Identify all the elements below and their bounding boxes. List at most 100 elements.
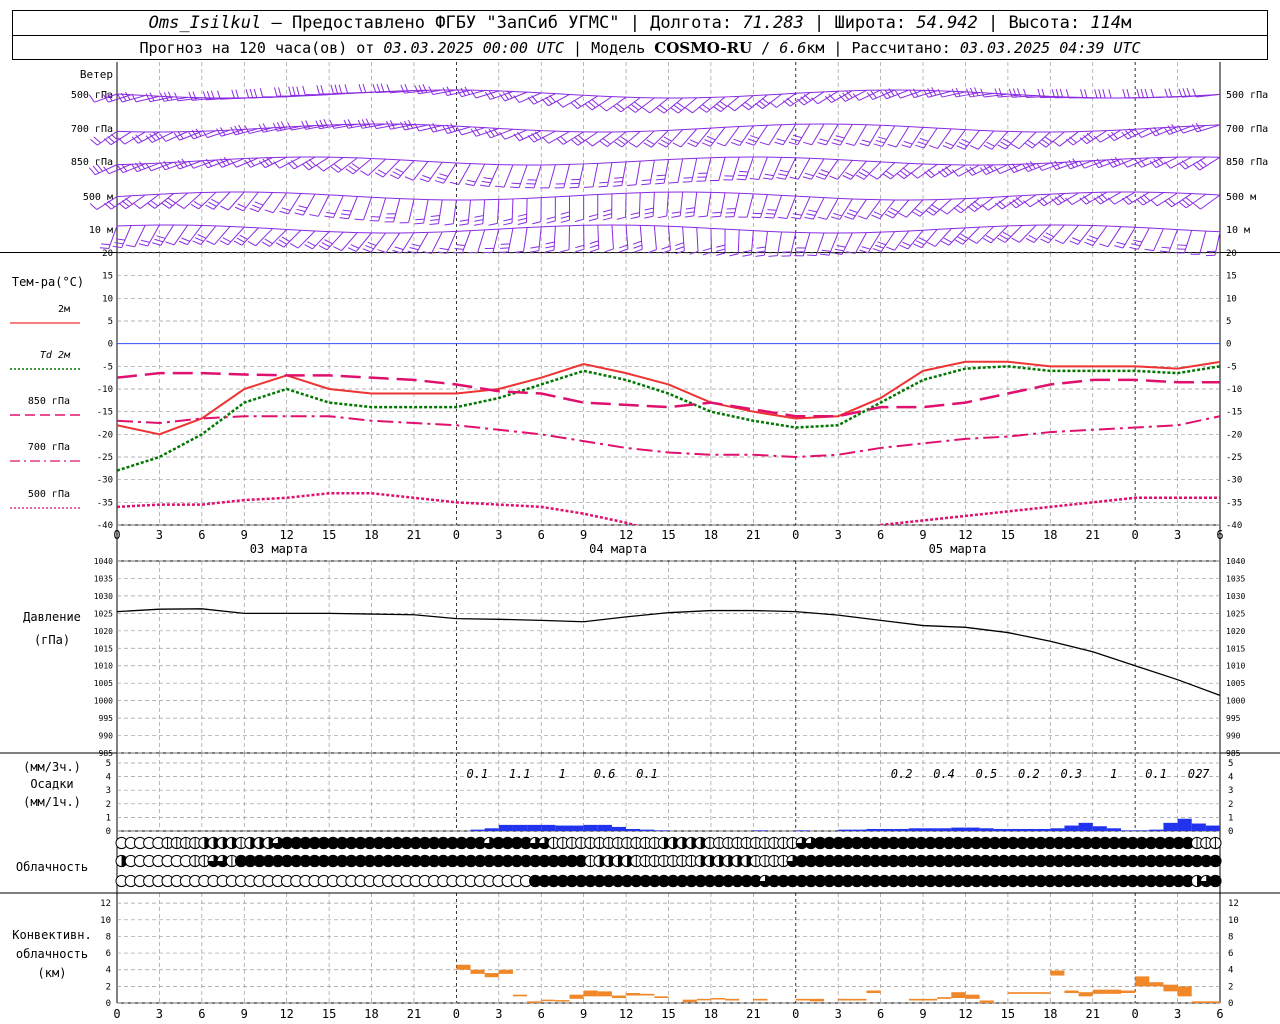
wind-barb-feather [1136, 198, 1144, 206]
wind-barb-feather [842, 175, 852, 180]
wind-barb-feather [511, 182, 521, 185]
wind-barb [207, 129, 231, 139]
wind-barb-feather [852, 93, 860, 101]
convective-cloud-bar [866, 990, 881, 994]
wind-barb-feather [503, 218, 513, 222]
wind-barb-feather [181, 237, 191, 242]
wind-barb-feather [506, 90, 513, 99]
convective-cloud-bar [484, 973, 499, 978]
wind-barb-feather [616, 103, 625, 110]
header-box: Oms_Isilkul – Предоставлено ФГБУ "ЗапСиб… [12, 10, 1268, 60]
wind-barb [228, 191, 245, 211]
wind-barb-feather [1108, 89, 1112, 99]
wind-barb-feather [960, 233, 969, 239]
wind-barb-feather [1037, 88, 1041, 98]
wind-barb-feather [219, 240, 229, 246]
wind-barb [255, 228, 273, 247]
wind-barb-feather [1136, 88, 1140, 98]
wind-barb-feather [545, 249, 555, 253]
wind-barb-feather [414, 85, 419, 94]
wind-barb [976, 226, 995, 244]
wind-barb-feather [499, 93, 506, 102]
convective-cloud-bar [965, 994, 980, 999]
wind-barb-feather [187, 160, 194, 169]
convective-cloud-bar [470, 969, 485, 974]
wind-barb-feather [969, 87, 975, 97]
wind-barb-feather [334, 84, 338, 94]
temp-x-tick: 18 [1043, 528, 1057, 542]
wind-barb-feather [392, 249, 402, 254]
wind-barb-feather [159, 92, 165, 102]
precip-total-label: 0.1 [1145, 767, 1167, 781]
wind-barb-feather [333, 246, 342, 252]
wind-barb-feather [323, 118, 329, 128]
wind-barb [680, 128, 698, 148]
wind-barb-feather [585, 140, 593, 147]
wind-barb-feather [428, 86, 434, 95]
wind-barb-feather [181, 158, 188, 167]
wind-barb [367, 158, 387, 176]
wind-barb-feather [873, 143, 883, 147]
wind-barb-feather [343, 119, 349, 129]
wind-barb-feather [305, 120, 310, 129]
wind-barb [606, 96, 627, 112]
wind-barb-feather [945, 166, 953, 174]
wind-barb-feather [928, 144, 938, 150]
wind-barb-feather [517, 221, 527, 225]
wind-barb-feather [167, 91, 173, 101]
pressure-tick-right: 1015 [1226, 644, 1245, 653]
wind-barb-feather [750, 135, 759, 139]
wind-barb-feather [473, 223, 483, 226]
wind-barb-feather [846, 212, 856, 217]
wind-barb-feather [334, 164, 342, 171]
wind-barb-feather [230, 126, 236, 136]
wind-barb-feather [817, 142, 827, 146]
wind-barb-feather [954, 239, 964, 245]
precip-tick-left: 3 [106, 786, 111, 796]
wind-barb-feather [362, 248, 372, 253]
wind-barb-feather [599, 181, 609, 184]
wind-barb-feather [320, 85, 324, 95]
wind-barb-feather [258, 160, 266, 168]
wind-barb [592, 131, 613, 147]
wind-barb-feather [258, 124, 264, 133]
wind-barb-feather [1186, 87, 1191, 97]
wind-barb [1170, 156, 1192, 169]
wind-barb [946, 198, 966, 215]
wind-barb-feather [824, 95, 832, 103]
temp-x-tick: 3 [495, 528, 502, 542]
wind-barb-feather [488, 90, 495, 99]
wind-barb-feather [193, 201, 202, 207]
wind-level-label-left: 500 м [83, 192, 113, 203]
wind-barb-feather [956, 145, 965, 150]
wind-barb-feather [117, 137, 125, 145]
wind-barb [895, 126, 910, 148]
wind-barb [548, 164, 556, 189]
wind-barb-feather [153, 131, 160, 140]
temp-tick-left: -5 [102, 362, 113, 372]
wind-barb-feather [763, 177, 773, 180]
wind-barb-feather [833, 212, 843, 217]
wind-barb-feather [1161, 246, 1171, 249]
wind-barb-feather [633, 248, 643, 253]
temp-tick-right: -25 [1226, 453, 1242, 463]
wind-barb-feather [903, 167, 911, 175]
wind-barb-feather [828, 93, 836, 101]
wind-barb-feather [145, 163, 152, 172]
wind-barb-feather [974, 87, 979, 96]
wind-barb [431, 231, 443, 254]
wind-barb-feather [319, 119, 325, 129]
wind-barb-feather [1008, 165, 1015, 173]
wind-barb-feather [819, 138, 829, 142]
wind-barb-feather [655, 182, 665, 185]
pressure-tick-right: 1005 [1226, 679, 1245, 688]
wind-barb-feather [1122, 89, 1126, 98]
wind-barb-feather [1102, 89, 1106, 99]
convective-cloud-bar [1036, 992, 1051, 994]
wind-barb-feather [831, 142, 841, 146]
wind-barb-feather [1054, 239, 1064, 245]
wind-barb-feather [901, 144, 911, 149]
wind-barb-feather [614, 176, 624, 179]
wind-barb [385, 232, 401, 253]
wind-barb-feather [167, 197, 176, 204]
